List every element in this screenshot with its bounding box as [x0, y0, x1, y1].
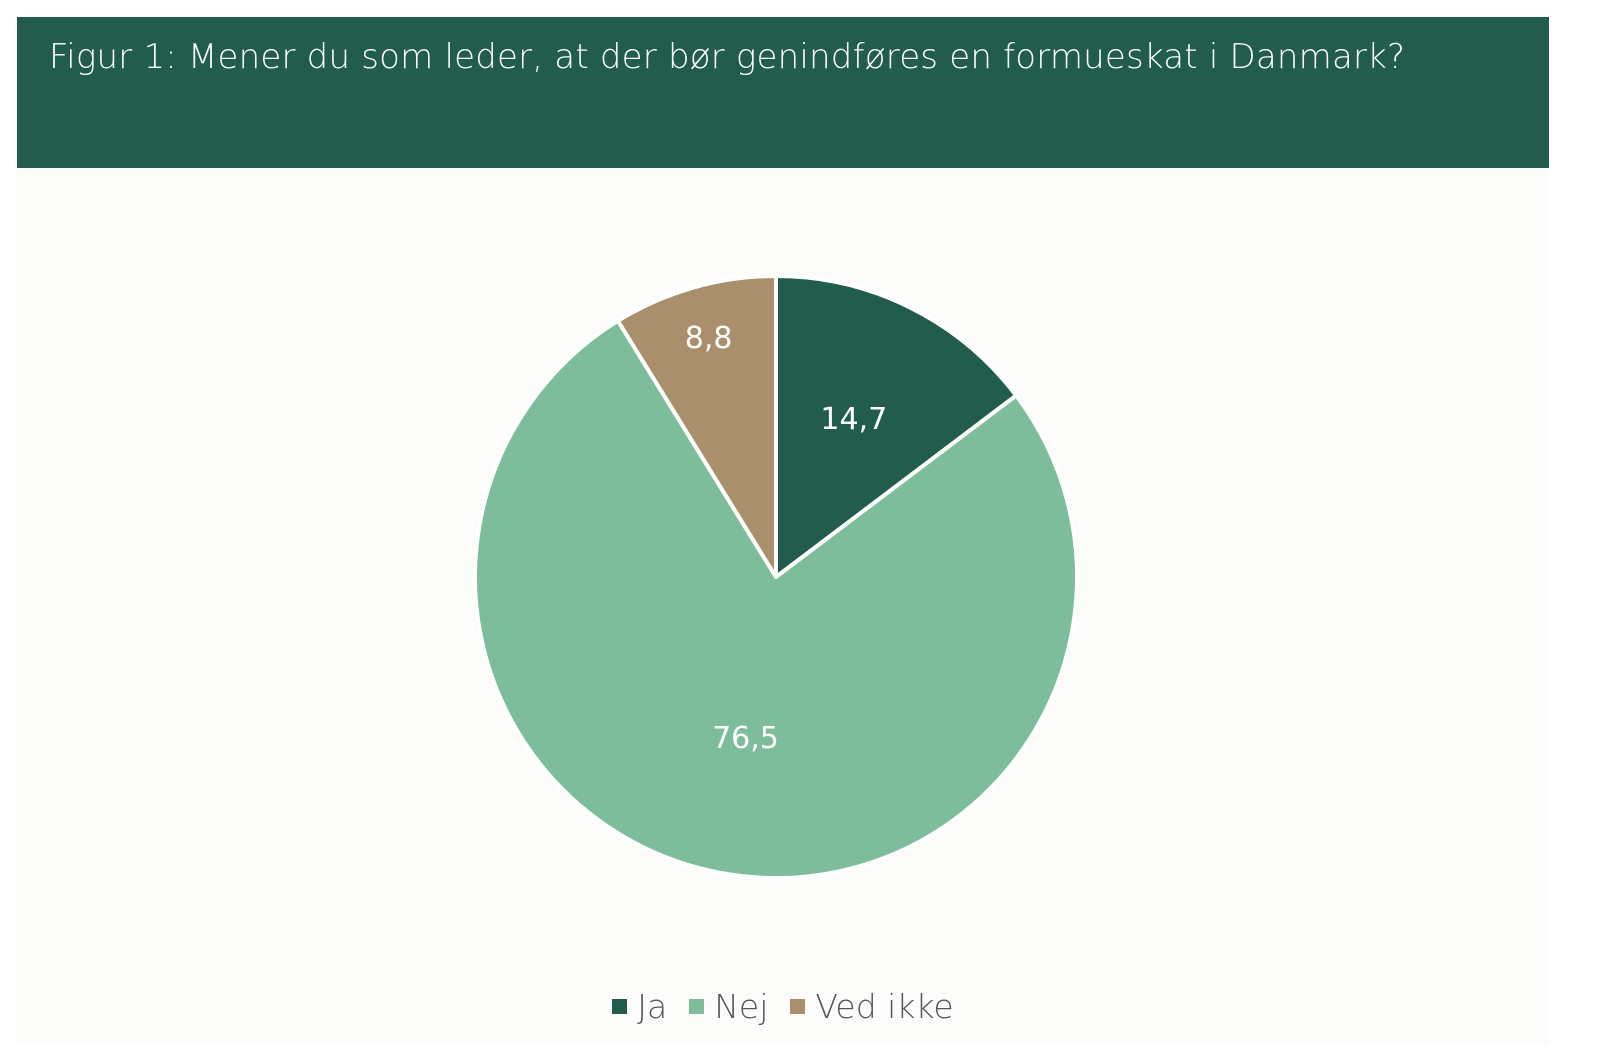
pie-slice-nej — [473, 318, 1079, 880]
legend-item-nej: Nej — [689, 987, 768, 1026]
pie-slice-ved-ikke — [615, 274, 778, 579]
pie-chart: 14,7 76,5 8,8 — [473, 274, 1079, 880]
legend-label-ja: Ja — [637, 987, 668, 1026]
pie-slice-ja — [774, 274, 1019, 579]
plot-area: 14,7 76,5 8,8 Ja Nej Ved ikke — [17, 168, 1549, 1044]
legend-swatch-ja — [612, 999, 628, 1014]
legend-swatch-ved-ikke — [790, 999, 806, 1014]
legend-label-nej: Nej — [714, 987, 769, 1026]
data-label-ved-ikke: 8,8 — [685, 321, 733, 356]
chart-title: Figur 1: Mener du som leder, at der bør … — [49, 37, 1406, 77]
legend: Ja Nej Ved ikke — [17, 987, 1549, 1026]
data-label-ja: 14,7 — [820, 402, 887, 437]
data-label-nej: 76,5 — [712, 721, 779, 756]
legend-swatch-nej — [689, 999, 705, 1014]
legend-item-ja: Ja — [612, 987, 667, 1026]
chart-header: Figur 1: Mener du som leder, at der bør … — [17, 17, 1549, 168]
legend-item-ved-ikke: Ved ikke — [790, 987, 954, 1026]
legend-label-ved-ikke: Ved ikke — [815, 987, 954, 1026]
